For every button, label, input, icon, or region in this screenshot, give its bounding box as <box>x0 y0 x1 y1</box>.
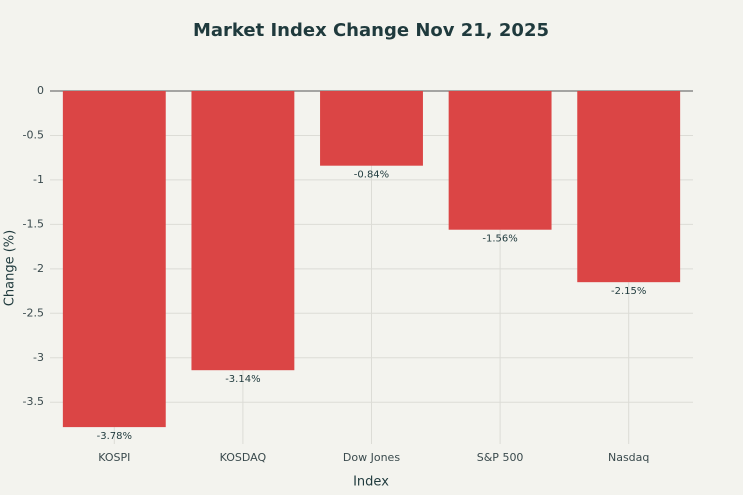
bar <box>320 91 423 166</box>
y-tick-label: -3.5 <box>23 395 44 408</box>
bar <box>62 91 166 428</box>
y-tick-label: -0.5 <box>23 128 44 141</box>
y-tick-label: -1 <box>33 173 44 186</box>
x-tick-label: Dow Jones <box>343 451 400 464</box>
x-tick-label: KOSDAQ <box>220 451 267 464</box>
y-tick-label: 0 <box>37 84 44 97</box>
x-tick-label: S&P 500 <box>477 451 524 464</box>
x-tick-label: KOSPI <box>98 451 130 464</box>
x-axis-title: Index <box>353 475 389 490</box>
y-axis-title: Change (%) <box>3 230 18 306</box>
y-tick-label: -2 <box>33 262 44 275</box>
y-tick-label: -1.5 <box>23 217 44 230</box>
value-label: -3.14% <box>225 374 260 385</box>
value-label: -1.56% <box>482 234 517 245</box>
bar <box>577 91 681 283</box>
y-tick-label: -2.5 <box>23 306 44 319</box>
x-tick-label: Nasdaq <box>608 451 649 464</box>
value-label: -3.78% <box>97 431 132 442</box>
chart-title: Market Index Change Nov 21, 2025 <box>193 20 549 41</box>
value-label: -2.15% <box>611 286 646 297</box>
bar <box>448 91 552 230</box>
value-label: -0.84% <box>354 170 389 181</box>
bar <box>191 91 295 371</box>
y-tick-label: -3 <box>33 351 44 364</box>
